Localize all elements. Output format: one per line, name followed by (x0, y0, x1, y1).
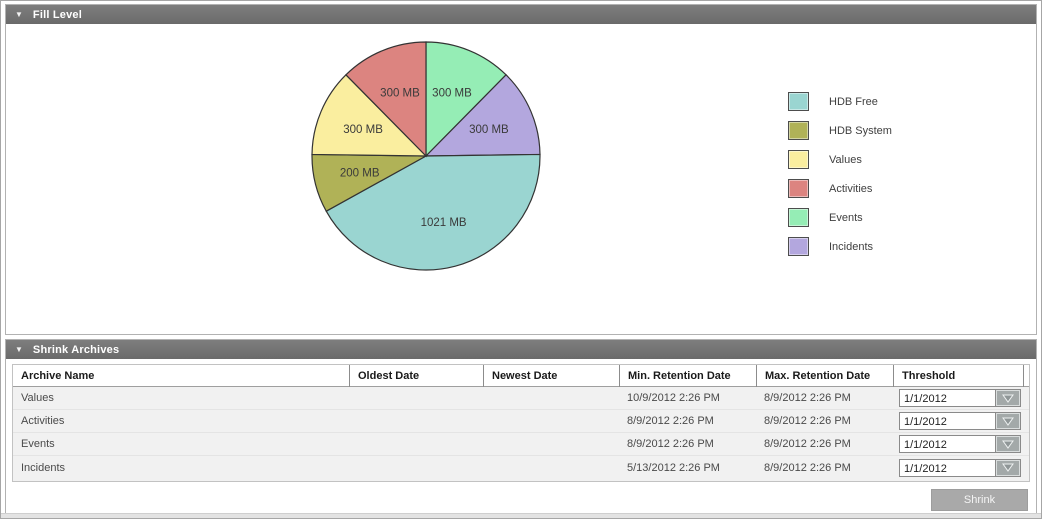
pie-slice-label: 300 MB (380, 88, 420, 100)
pie-slice-label: 300 MB (432, 88, 472, 100)
button-row: Shrink (931, 489, 1028, 511)
threshold-value[interactable]: 1/1/2012 (904, 416, 947, 428)
threshold-value[interactable]: 1/1/2012 (904, 439, 947, 451)
cell-max-retention-date: 8/9/2012 2:26 PM (764, 438, 851, 450)
cell-min-retention-date: 10/9/2012 2:26 PM (627, 392, 720, 404)
cell-archive-name: Activities (21, 415, 65, 427)
legend-item-hdb-system: HDB System (788, 116, 892, 145)
legend-swatch (788, 237, 809, 256)
column-header-max-retention-date[interactable]: Max. Retention Date (756, 365, 893, 387)
legend-label: Values (829, 153, 862, 166)
archives-table-header: Archive Name Oldest Date Newest Date Min. R… (13, 365, 1029, 387)
cell-archive-name: Incidents (21, 461, 66, 474)
collapse-icon: ▼ (15, 9, 23, 19)
column-header-oldest-date[interactable]: Oldest Date (349, 365, 483, 387)
pie-slice-activities (345, 41, 427, 158)
table-row-values[interactable]: Values 10/9/2012 2:26 PM 8/9/2012 2:26 PM 1… (13, 387, 1029, 410)
dropdown-button[interactable] (995, 436, 1020, 452)
cell-min-retention-date: 8/9/2012 2:26 PM (627, 415, 714, 427)
cell-min-retention-date: 8/9/2012 2:26 PM (627, 438, 714, 450)
cell-threshold: 1/1/2012 (893, 389, 1023, 407)
threshold-dropdown[interactable]: 1/1/2012 (899, 435, 1021, 453)
threshold-dropdown[interactable]: 1/1/2012 (899, 412, 1021, 430)
dropdown-button[interactable] (995, 390, 1020, 406)
legend-item-values: Values (788, 145, 892, 174)
cell-max-retention-date: 8/9/2012 2:26 PM (764, 461, 851, 474)
chevron-down-icon (1002, 440, 1014, 449)
shrink-archives-panel-header[interactable]: ▼ Shrink Archives (6, 340, 1036, 359)
pie-slice-label: 300 MB (469, 124, 509, 136)
cell-min-retention-date: 5/13/2012 2:26 PM (627, 461, 720, 474)
collapse-icon: ▼ (15, 344, 23, 354)
chevron-down-icon (1002, 417, 1014, 426)
cell-max-retention-date: 8/9/2012 2:26 PM (764, 415, 851, 427)
legend-item-hdb-free: HDB Free (788, 87, 892, 116)
threshold-dropdown[interactable]: 1/1/2012 (899, 389, 1021, 407)
legend-swatch (788, 92, 809, 111)
pie-slice-events (425, 41, 507, 158)
column-header-archive-name[interactable]: Archive Name (21, 370, 95, 382)
legend-label: HDB Free (829, 95, 878, 108)
threshold-value[interactable]: 1/1/2012 (904, 393, 947, 405)
shrink-archives-panel-title: Shrink Archives (32, 343, 120, 356)
dropdown-button[interactable] (995, 413, 1020, 429)
fill-level-pie-chart: 300 MB 300 MB 1021 MB 200 MB 300 MB 300 MB (311, 41, 541, 271)
shrink-archives-panel: ▼ Shrink Archives Archive Name Oldest Dat… (5, 339, 1037, 516)
archives-table-body: Values 10/9/2012 2:26 PM 8/9/2012 2:26 PM 1… (13, 387, 1029, 479)
legend-label: Activities (829, 182, 873, 195)
dropdown-button[interactable] (995, 459, 1020, 476)
cell-threshold: 1/1/2012 (893, 412, 1023, 430)
legend-swatch (788, 179, 809, 198)
legend-item-events: Events (788, 203, 892, 232)
cell-threshold: 1/1/2012 (893, 435, 1023, 453)
window-bottom-edge (1, 513, 1041, 518)
pie-slice-label: 200 MB (340, 168, 380, 180)
fill-level-panel: ▼ Fill Level 300 MB 300 MB 1021 MB 200 MB 30… (5, 4, 1037, 335)
fill-level-panel-title: Fill Level (32, 8, 82, 21)
chevron-down-icon (1002, 463, 1014, 472)
archives-table: Archive Name Oldest Date Newest Date Min. R… (12, 364, 1030, 482)
column-header-threshold[interactable]: Threshold (893, 365, 1023, 387)
pie-slice-label: 300 MB (343, 124, 383, 136)
legend-item-incidents: Incidents (788, 232, 892, 261)
chevron-down-icon (1002, 394, 1014, 403)
legend-swatch (788, 208, 809, 227)
pie-legend: HDB Free HDB System Values Activities Events… (788, 87, 892, 261)
legend-swatch (788, 150, 809, 169)
legend-label: Events (829, 211, 863, 224)
pie-slice-values (311, 73, 428, 157)
shrink-archives-panel-content: Archive Name Oldest Date Newest Date Min. R… (6, 359, 1036, 515)
legend-swatch (788, 121, 809, 140)
threshold-value[interactable]: 1/1/2012 (904, 462, 947, 475)
pie-slice-hdb-free (325, 153, 541, 271)
legend-label: HDB System (829, 124, 892, 137)
legend-label: Incidents (829, 240, 874, 253)
shrink-button[interactable]: Shrink (931, 489, 1028, 511)
table-row-incidents[interactable]: Incidents 5/13/2012 2:26 PM 8/9/2012 2:26 … (13, 456, 1029, 479)
column-header-min-retention-date[interactable]: Min. Retention Date (619, 365, 756, 387)
cell-threshold: 1/1/2012 (893, 458, 1023, 477)
fill-level-panel-header[interactable]: ▼ Fill Level (6, 5, 1036, 24)
cell-max-retention-date: 8/9/2012 2:26 PM (764, 392, 851, 404)
pie-slice-incidents (424, 73, 541, 157)
pie-slice-label: 1021 MB (421, 217, 467, 229)
table-row-events[interactable]: Events 8/9/2012 2:26 PM 8/9/2012 2:26 PM 1/… (13, 433, 1029, 456)
table-row-activities[interactable]: Activities 8/9/2012 2:26 PM 8/9/2012 2:26 … (13, 410, 1029, 433)
fill-level-panel-content: 300 MB 300 MB 1021 MB 200 MB 300 MB 300 MB HD… (6, 24, 1036, 334)
cell-archive-name: Events (21, 438, 55, 450)
legend-item-activities: Activities (788, 174, 892, 203)
threshold-dropdown[interactable]: 1/1/2012 (899, 458, 1021, 477)
column-header-spacer (1023, 365, 1029, 387)
column-header-newest-date[interactable]: Newest Date (483, 365, 619, 387)
cell-archive-name: Values (21, 392, 54, 404)
